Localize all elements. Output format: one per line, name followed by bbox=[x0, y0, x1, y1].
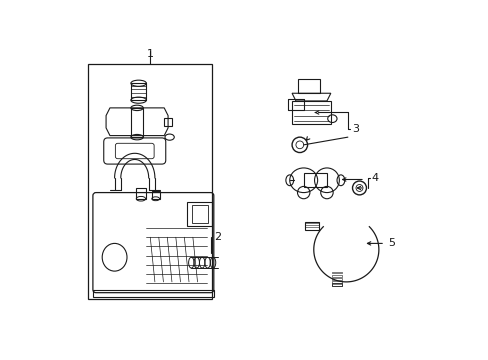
Bar bbox=[287, 99, 303, 110]
Bar bbox=[131, 108, 143, 137]
Bar bbox=[187, 202, 212, 226]
Bar bbox=[131, 83, 146, 100]
Bar bbox=[332, 275, 341, 276]
Bar bbox=[151, 191, 159, 199]
Text: 3: 3 bbox=[351, 125, 358, 134]
Bar bbox=[303, 173, 326, 187]
Bar bbox=[332, 271, 341, 274]
Bar bbox=[332, 281, 341, 283]
Bar bbox=[192, 205, 207, 223]
Bar bbox=[88, 64, 212, 299]
Bar bbox=[332, 284, 341, 286]
Bar bbox=[332, 278, 341, 280]
Bar bbox=[298, 80, 319, 93]
Bar bbox=[164, 118, 172, 126]
Bar bbox=[93, 289, 213, 297]
Text: 4: 4 bbox=[370, 173, 378, 183]
Bar bbox=[287, 99, 303, 110]
Bar bbox=[331, 283, 342, 286]
Bar bbox=[136, 188, 145, 199]
Bar bbox=[305, 222, 319, 230]
Text: 5: 5 bbox=[387, 238, 394, 248]
Text: 1: 1 bbox=[146, 49, 153, 59]
Text: 2: 2 bbox=[213, 232, 221, 242]
Bar bbox=[291, 101, 330, 124]
